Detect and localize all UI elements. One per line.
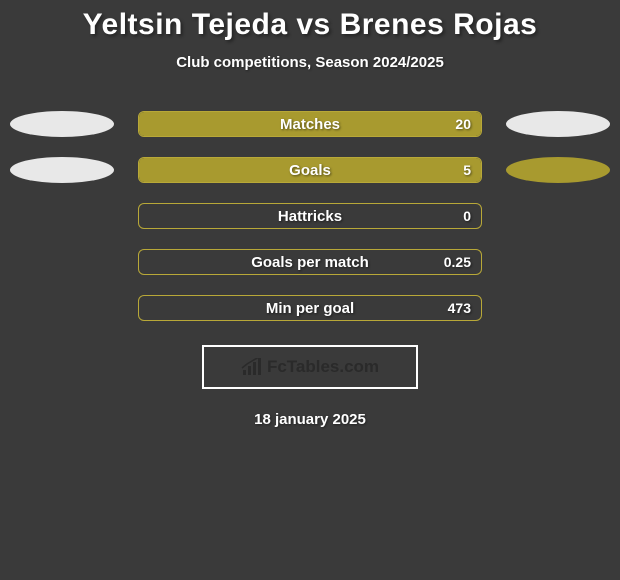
stat-value: 20: [455, 112, 471, 136]
left-ellipse-placeholder: [10, 249, 114, 275]
logo-inner: FcTables.com: [241, 357, 379, 377]
stat-bar: Matches20: [138, 111, 482, 137]
left-ellipse: [10, 111, 114, 137]
right-ellipse-placeholder: [506, 249, 610, 275]
stat-label: Min per goal: [139, 296, 481, 320]
logo-text: FcTables.com: [267, 357, 379, 377]
stat-row: Hattricks0: [0, 203, 620, 229]
date-label: 18 january 2025: [0, 411, 620, 428]
stat-value: 0: [463, 204, 471, 228]
right-ellipse: [506, 157, 610, 183]
logo-box: FcTables.com: [202, 345, 418, 389]
stats-rows: Matches20 Goals5 Hattricks0 Goals per match…: [0, 111, 620, 321]
stat-label: Goals per match: [139, 250, 481, 274]
stat-row: Goals5: [0, 157, 620, 183]
subtitle: Club competitions, Season 2024/2025: [0, 54, 620, 71]
stat-bar: Goals per match0.25: [138, 249, 482, 275]
stat-value: 473: [448, 296, 471, 320]
comparison-panel: Yeltsin Tejeda vs Brenes Rojas Club comp…: [0, 0, 620, 428]
left-ellipse-placeholder: [10, 203, 114, 229]
right-ellipse-placeholder: [506, 295, 610, 321]
bar-chart-icon: [241, 358, 263, 376]
right-ellipse: [506, 111, 610, 137]
stat-label: Hattricks: [139, 204, 481, 228]
stat-value: 5: [463, 158, 471, 182]
stat-value: 0.25: [444, 250, 471, 274]
left-ellipse: [10, 157, 114, 183]
stat-label: Matches: [139, 112, 481, 136]
stat-bar: Goals5: [138, 157, 482, 183]
stat-row: Min per goal473: [0, 295, 620, 321]
page-title: Yeltsin Tejeda vs Brenes Rojas: [0, 8, 620, 42]
stat-row: Matches20: [0, 111, 620, 137]
stat-label: Goals: [139, 158, 481, 182]
left-ellipse-placeholder: [10, 295, 114, 321]
stat-bar: Hattricks0: [138, 203, 482, 229]
stat-bar: Min per goal473: [138, 295, 482, 321]
right-ellipse-placeholder: [506, 203, 610, 229]
stat-row: Goals per match0.25: [0, 249, 620, 275]
